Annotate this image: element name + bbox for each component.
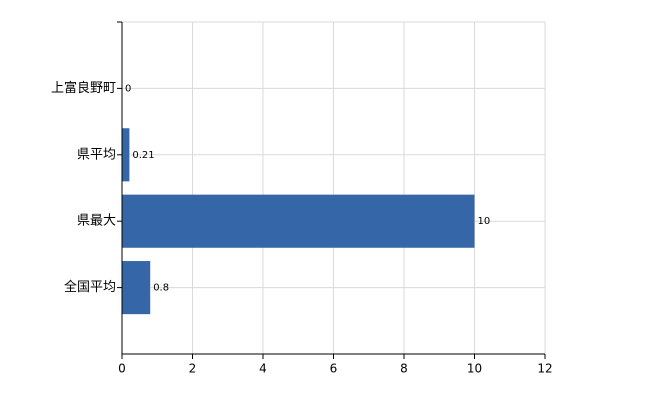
- y-tick-label: 県最大: [77, 214, 116, 229]
- y-tick-label: 県平均: [77, 147, 116, 162]
- value-label: 10: [478, 216, 491, 227]
- x-tick-label: 0: [118, 362, 126, 376]
- x-tick-label: 4: [259, 362, 267, 376]
- bar: [122, 261, 151, 315]
- x-tick-label: 12: [537, 362, 552, 376]
- bar: [122, 194, 475, 248]
- x-tick-label: 10: [467, 362, 482, 376]
- bar: [122, 128, 130, 182]
- x-tick-label: 2: [189, 362, 197, 376]
- y-tick-label: 上富良野町: [51, 80, 116, 96]
- value-label: 0.8: [153, 283, 169, 294]
- value-label: 0: [125, 83, 131, 94]
- x-tick-label: 8: [400, 362, 408, 376]
- y-tick-label: 全国平均: [64, 279, 116, 295]
- value-label: 0.21: [132, 150, 154, 161]
- x-tick-label: 6: [330, 362, 338, 376]
